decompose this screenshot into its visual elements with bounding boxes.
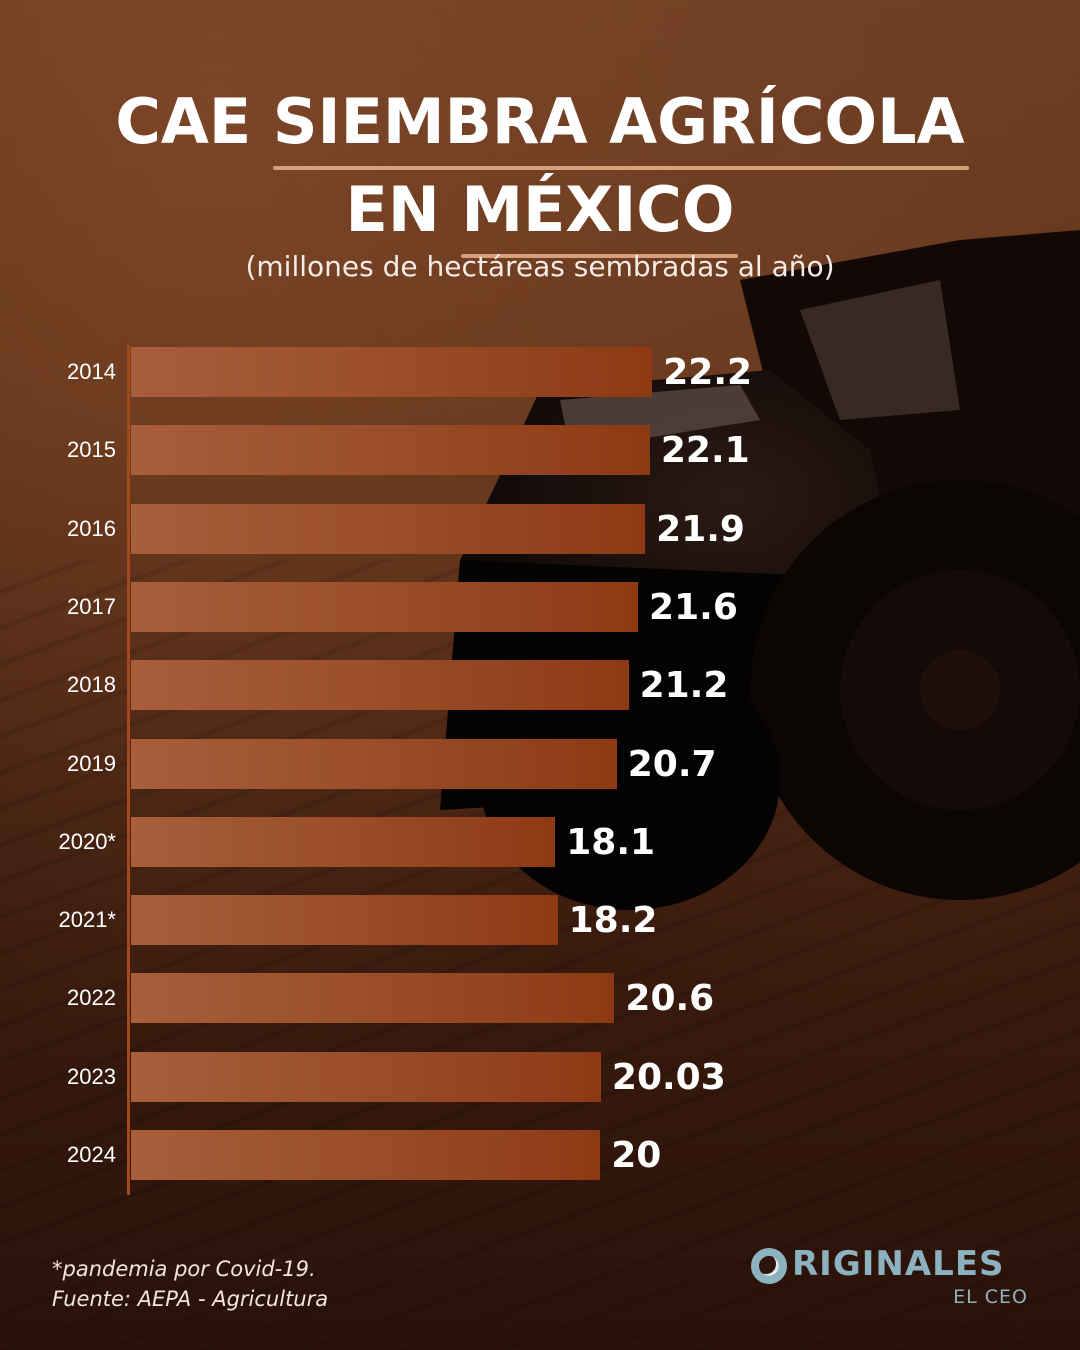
title-line-2: EN MÉXICO (0, 166, 1080, 258)
bar-row: 2021* 18.2 (0, 895, 1080, 946)
title-line-1: CAE SIEMBRA AGRÍCOLA (0, 78, 1080, 170)
value-label: 21.9 (656, 508, 745, 550)
bar (131, 347, 653, 397)
year-label: 2024 (67, 1142, 116, 1167)
value-label: 20 (611, 1135, 662, 1176)
bar (131, 816, 556, 867)
bar (131, 895, 558, 946)
value-label: 22.1 (660, 430, 750, 472)
year-label: 2014 (67, 359, 116, 384)
bar (131, 503, 646, 554)
footnote-pandemic: *pandemia por Covid-19. (52, 1257, 316, 1281)
year-label: 2023 (67, 1063, 116, 1089)
year-label: 2021* (58, 907, 116, 933)
value-label: 20.03 (611, 1056, 726, 1098)
bar (131, 973, 615, 1024)
footnotes: *pandemia por Covid-19. Fuente: AEPA - A… (52, 1254, 328, 1314)
value-label: 20.6 (625, 978, 715, 1020)
year-label: 2015 (67, 437, 116, 463)
year-label: 2018 (67, 672, 116, 698)
bar-row: 2024 20 (0, 1130, 1080, 1180)
ring-o-icon (751, 1248, 787, 1284)
logo-wordmark: RIGINALES (792, 1244, 1005, 1284)
year-label: 2017 (67, 593, 116, 619)
year-label: 2016 (67, 515, 116, 541)
title-underlined-mexico: MÉXICO (461, 166, 739, 258)
bar (131, 660, 629, 711)
bar (131, 1051, 601, 1102)
value-label: 21.6 (649, 586, 738, 628)
bar-row: 2022 20.6 (0, 973, 1080, 1024)
bar-row: 2016 21.9 (0, 503, 1080, 554)
chart-title: CAE SIEMBRA AGRÍCOLA EN MÉXICO (0, 78, 1080, 258)
bar (131, 581, 639, 632)
value-label: 22.2 (663, 352, 753, 393)
value-label: 20.7 (627, 743, 717, 785)
year-label: 2020* (58, 828, 116, 854)
bar-row: 2023 20.03 (0, 1051, 1080, 1102)
year-label: 2019 (67, 750, 116, 776)
y-axis-line (127, 345, 130, 1195)
bar (131, 1130, 601, 1180)
bar-row: 2018 21.2 (0, 660, 1080, 711)
bar-row: 2019 20.7 (0, 738, 1080, 789)
title-underlined-siembra: SIEMBRA AGRÍCOLA (272, 78, 969, 170)
value-label: 18.2 (568, 900, 658, 942)
value-label: 18.1 (566, 821, 656, 863)
originales-logo: RIGINALES EL CEO (748, 1242, 1038, 1312)
chart-subtitle: (millones de hectáreas sembradas al año) (245, 250, 835, 283)
logo-subtitle: EL CEO (953, 1286, 1028, 1308)
bar (131, 738, 617, 789)
bar-row: 2015 22.1 (0, 425, 1080, 476)
bar-row: 2017 21.6 (0, 581, 1080, 632)
source-note: Fuente: AEPA - Agricultura (52, 1287, 329, 1311)
bar-row: 2020* 18.1 (0, 816, 1080, 867)
bar (131, 425, 650, 476)
value-label: 21.2 (639, 665, 729, 707)
bar-row: 2014 22.2 (0, 347, 1080, 397)
year-label: 2022 (67, 985, 116, 1011)
